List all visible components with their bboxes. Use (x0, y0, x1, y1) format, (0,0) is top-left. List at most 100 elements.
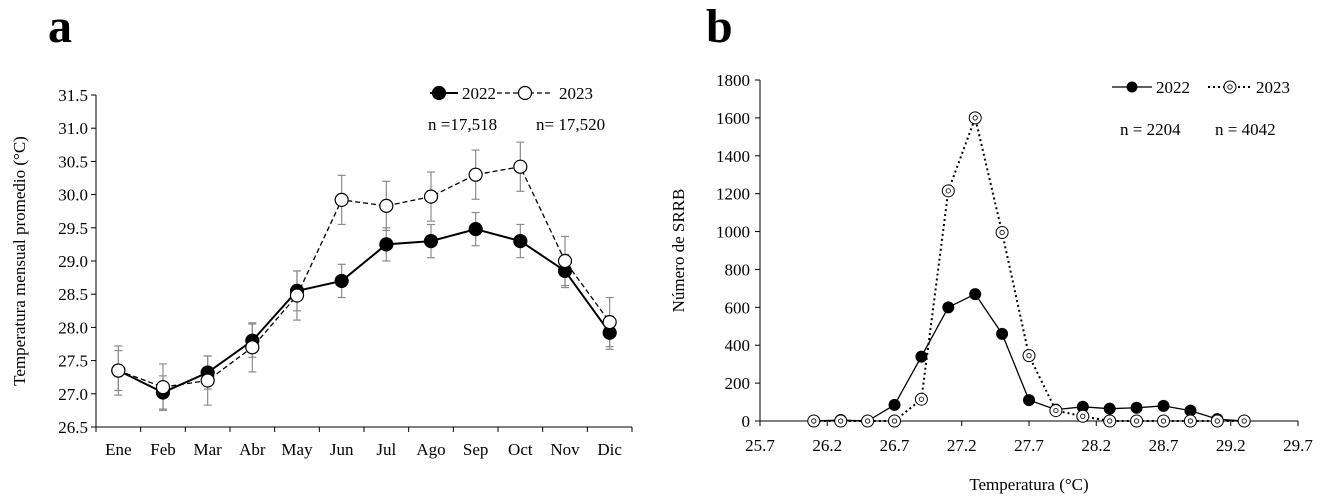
x-tick-label: Mar (194, 440, 223, 459)
x-tick-label: 26.2 (812, 436, 842, 455)
data-point-2023 (200, 373, 215, 388)
y-tick-label: 28.0 (58, 318, 88, 337)
x-tick-label: May (281, 440, 313, 459)
data-point-2022 (423, 233, 439, 249)
annotation-n-2022: n =17,518 (428, 115, 497, 134)
data-point-inner-2023 (864, 418, 871, 424)
x-tick-label: 28.7 (1149, 436, 1179, 455)
data-point-2023 (1076, 409, 1090, 423)
y-tick-label: 29.0 (58, 252, 88, 271)
data-point-inner-2023 (945, 188, 951, 194)
y-tick-label: 1200 (716, 185, 750, 204)
data-point-2023 (1022, 349, 1036, 363)
data-point-2023 (1210, 414, 1224, 428)
x-tick-label: Feb (150, 440, 176, 459)
legend-marker-2023 (517, 85, 533, 101)
data-point-2022 (513, 233, 528, 249)
y-tick-label: 30.0 (58, 186, 88, 205)
y-tick-label: 29.5 (58, 219, 88, 238)
y-tick-label: 200 (725, 374, 751, 393)
x-tick-label: 27.7 (1014, 436, 1044, 455)
data-point-2023 (557, 253, 573, 269)
data-point-2023 (423, 189, 439, 204)
y-tick-label: 28.5 (58, 285, 88, 304)
series-line-2023 (813, 114, 1245, 422)
x-tick-label: 29.7 (1283, 436, 1313, 455)
data-point-inner-2023 (1080, 413, 1086, 419)
data-point-inner-2023 (1107, 418, 1113, 424)
y-tick-label: 31.5 (58, 86, 88, 105)
data-point-inner-2023 (1187, 418, 1194, 424)
data-point-2023 (468, 167, 483, 182)
data-point-inner-2023 (838, 418, 844, 424)
data-point-2022 (468, 222, 483, 237)
data-point-2022 (915, 350, 928, 363)
x-tick-label: Abr (239, 440, 266, 459)
y-tick-label: 27.0 (58, 385, 88, 404)
data-point-inner-2023 (1053, 407, 1059, 414)
data-point-2023 (861, 414, 875, 428)
y-tick-label: 1800 (716, 71, 750, 90)
data-point-inner-2023 (1134, 418, 1140, 424)
panel-letter-b: b (706, 0, 733, 53)
legend-label-2022: 2022 (462, 84, 496, 103)
y-tick-label: 600 (725, 298, 751, 317)
y-tick-label: 1600 (716, 109, 750, 128)
x-tick-label: 26.7 (880, 436, 910, 455)
data-point-2023 (1183, 414, 1197, 428)
legend-marker-2022 (431, 85, 447, 101)
legend-marker-2022 (1126, 81, 1138, 93)
data-point-inner-2023 (891, 418, 898, 424)
data-point-inner-2023 (972, 115, 978, 121)
series-line-2023 (118, 165, 611, 388)
data-point-2023 (1237, 414, 1251, 428)
annotation-n-2023: n= 17,520 (536, 115, 605, 134)
data-point-2023 (334, 192, 349, 208)
data-point-inner-2023 (1214, 418, 1220, 424)
data-point-2022 (379, 237, 394, 252)
y-tick-label: 800 (725, 260, 751, 279)
x-tick-label: 29.2 (1216, 436, 1246, 455)
annotation-n-2022: n = 2204 (1120, 120, 1181, 139)
x-tick-label: Oct (508, 440, 533, 459)
data-point-2023 (1103, 414, 1117, 428)
x-tick-label: Jul (376, 440, 396, 459)
x-tick-label: 27.2 (947, 436, 977, 455)
data-point-2022 (1103, 402, 1116, 415)
data-point-inner-2023 (1026, 353, 1032, 359)
data-point-2023 (914, 392, 928, 406)
x-tick-label: 25.7 (745, 436, 775, 455)
data-point-2023 (995, 226, 1009, 240)
y-tick-label: 1000 (716, 223, 750, 242)
x-tick-label: Ene (105, 440, 131, 459)
data-point-2023 (513, 159, 528, 174)
x-tick-label: Nov (550, 440, 580, 459)
legend-marker-2023 (1223, 80, 1237, 94)
data-point-2022 (969, 288, 982, 301)
data-point-2023 (941, 184, 955, 198)
y-axis-title: Número de SRRB (669, 189, 688, 313)
x-tick-label: Dic (597, 440, 622, 459)
data-point-2023 (1049, 404, 1063, 418)
legend-label-2022: 2022 (1156, 78, 1190, 97)
data-point-2023 (888, 414, 901, 428)
data-point-2023 (602, 314, 617, 330)
chart-panel-b: 0 200 400 600 800 1000 1200 1400 1600 1800 25.7 26.… (669, 71, 1313, 494)
y-tick-label: 26.5 (58, 418, 88, 437)
data-point-2023 (1130, 414, 1144, 428)
y-axis-title: Temperatura mensual promedio (°C) (10, 136, 29, 386)
data-point-2022 (1184, 404, 1197, 417)
data-point-2022 (1023, 394, 1035, 407)
data-point-2023 (379, 198, 394, 213)
y-tick-label: 400 (725, 336, 751, 355)
x-axis-title: Temperatura (°C) (969, 475, 1088, 494)
y-tick-label: 30.5 (58, 152, 88, 171)
x-tick-label: 28.2 (1081, 436, 1111, 455)
data-point-2022 (1130, 401, 1143, 414)
data-point-inner-2023 (999, 229, 1005, 236)
data-point-inner-2023 (918, 396, 925, 402)
data-point-2022 (1157, 399, 1170, 412)
x-tick-label: Ago (416, 440, 445, 459)
data-point-2022 (888, 398, 901, 411)
data-point-inner-2023 (1241, 418, 1247, 424)
